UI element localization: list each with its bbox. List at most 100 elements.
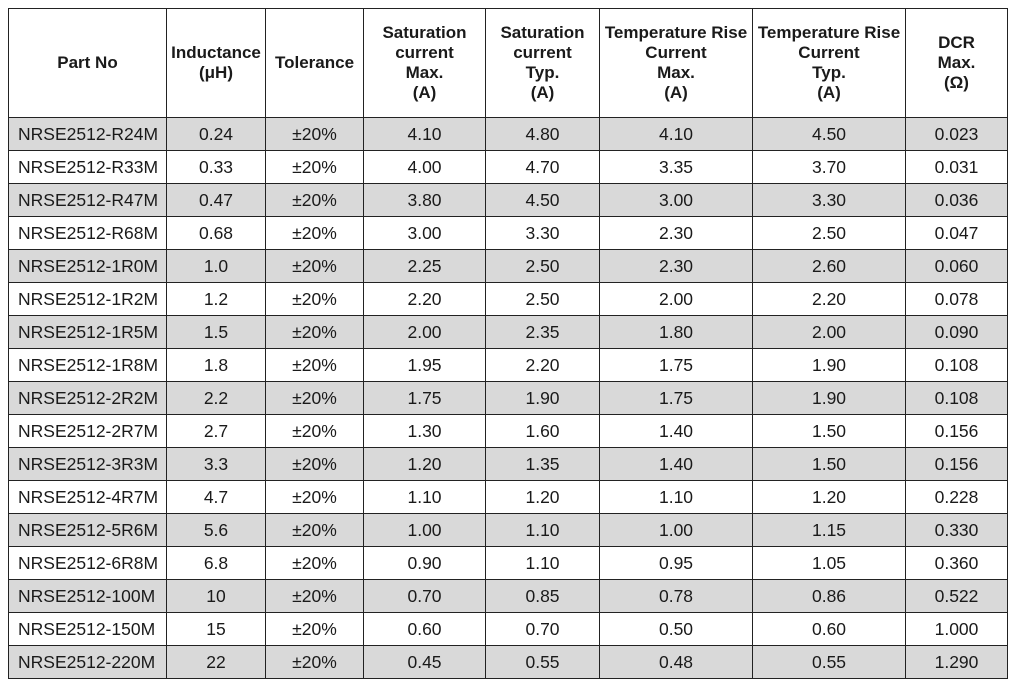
table-row: NRSE2512-R24M 0.24 ±20% 4.10 4.80 4.10 4.50 0.0… [8,117,1008,151]
header-line: (μH) [199,63,233,82]
table-row: NRSE2512-R68M 0.68 ±20% 3.00 3.30 2.30 2.50 0.0… [8,216,1008,250]
part-number-cell: NRSE2512-1R0M [8,249,167,283]
saturation-current-max-cell: 0.70 [363,579,486,613]
temperature-rise-current-max-cell: 0.48 [599,645,753,679]
tolerance-cell: ±20% [265,315,364,349]
part-number-cell: NRSE2512-1R8M [8,348,167,382]
tolerance-cell: ±20% [265,348,364,382]
inductance-cell: 0.24 [166,117,266,151]
table-row: NRSE2512-5R6M 5.6 ±20% 1.00 1.10 1.00 1.15 0.33… [8,513,1008,547]
table-row: NRSE2512-1R2M 1.2 ±20% 2.20 2.50 2.00 2.20 0.07… [8,282,1008,316]
saturation-current-max-cell: 1.30 [363,414,486,448]
inductance-cell: 1.0 [166,249,266,283]
part-no-header: Part No [8,8,167,118]
saturation-current-typ-header: Saturation current Typ. (A) [485,8,600,118]
temperature-rise-current-max-cell: 0.95 [599,546,753,580]
table-row: NRSE2512-4R7M 4.7 ±20% 1.10 1.20 1.10 1.20 0.22… [8,480,1008,514]
part-number-cell: NRSE2512-2R2M [8,381,167,415]
saturation-current-typ-cell: 1.10 [485,546,600,580]
dcr-max-cell: 0.330 [905,513,1008,547]
temperature-rise-current-max-cell: 2.00 [599,282,753,316]
saturation-current-typ-cell: 2.50 [485,282,600,316]
part-number-cell: NRSE2512-1R5M [8,315,167,349]
dcr-max-cell: 1.290 [905,645,1008,679]
temperature-rise-current-typ-cell: 1.20 [752,480,906,514]
header-line: (A) [664,83,688,102]
table-header: Part No Inductance (μH) Tolerance Saturation… [8,8,1008,118]
saturation-current-typ-cell: 4.80 [485,117,600,151]
temperature-rise-current-max-cell: 4.10 [599,117,753,151]
header-line: (A) [412,83,437,102]
part-number-cell: NRSE2512-R47M [8,183,167,217]
inductance-cell: 15 [166,612,266,646]
saturation-current-max-cell: 1.10 [363,480,486,514]
table-row: NRSE2512-1R5M 1.5 ±20% 2.00 2.35 1.80 2.00 0.09… [8,315,1008,349]
temperature-rise-current-max-cell: 1.80 [599,315,753,349]
table-row: NRSE2512-R47M 0.47 ±20% 3.80 4.50 3.00 3.30 0.0… [8,183,1008,217]
temperature-rise-current-typ-cell: 2.20 [752,282,906,316]
header-line: (A) [817,83,841,102]
temperature-rise-current-typ-cell: 0.60 [752,612,906,646]
tolerance-cell: ±20% [265,282,364,316]
saturation-current-max-cell: 3.00 [363,216,486,250]
tolerance-cell: ±20% [265,249,364,283]
saturation-current-max-cell: 4.10 [363,117,486,151]
inductance-cell: 1.8 [166,348,266,382]
tolerance-cell: ±20% [265,183,364,217]
saturation-current-typ-cell: 1.35 [485,447,600,481]
saturation-current-max-cell: 0.45 [363,645,486,679]
dcr-max-cell: 1.000 [905,612,1008,646]
part-number-cell: NRSE2512-3R3M [8,447,167,481]
inductance-cell: 22 [166,645,266,679]
part-number-cell: NRSE2512-R68M [8,216,167,250]
inductance-cell: 6.8 [166,546,266,580]
saturation-current-max-cell: 0.90 [363,546,486,580]
inductance-cell: 0.68 [166,216,266,250]
part-number-cell: NRSE2512-R33M [8,150,167,184]
header-line: current [513,43,572,62]
dcr-max-cell: 0.036 [905,183,1008,217]
table-row: NRSE2512-100M 10 ±20% 0.70 0.85 0.78 0.86 0.522 [8,579,1008,613]
part-number-cell: NRSE2512-6R8M [8,546,167,580]
dcr-max-cell: 0.228 [905,480,1008,514]
temperature-rise-current-typ-cell: 3.70 [752,150,906,184]
inductance-cell: 0.33 [166,150,266,184]
header-line: current [395,43,454,62]
temperature-rise-current-typ-cell: 1.90 [752,381,906,415]
dcr-max-cell: 0.522 [905,579,1008,613]
saturation-current-max-cell: 1.95 [363,348,486,382]
temperature-rise-current-max-header: Temperature Rise Current Max. (A) [599,8,753,118]
dcr-max-cell: 0.360 [905,546,1008,580]
part-number-cell: NRSE2512-100M [8,579,167,613]
tolerance-cell: ±20% [265,579,364,613]
saturation-current-typ-cell: 2.35 [485,315,600,349]
table-body: NRSE2512-R24M 0.24 ±20% 4.10 4.80 4.10 4.50 0.0… [8,117,1008,679]
table-row: NRSE2512-1R8M 1.8 ±20% 1.95 2.20 1.75 1.90 0.10… [8,348,1008,382]
saturation-current-typ-cell: 1.10 [485,513,600,547]
header-line: (Ω) [944,73,969,92]
part-number-cell: NRSE2512-220M [8,645,167,679]
header-line: Typ. [525,63,560,82]
saturation-current-typ-cell: 0.55 [485,645,600,679]
dcr-max-cell: 0.031 [905,150,1008,184]
table-row: NRSE2512-R33M 0.33 ±20% 4.00 4.70 3.35 3.70 0.0… [8,150,1008,184]
tolerance-cell: ±20% [265,513,364,547]
part-number-cell: NRSE2512-1R2M [8,282,167,316]
temperature-rise-current-max-cell: 2.30 [599,249,753,283]
dcr-max-cell: 0.108 [905,381,1008,415]
tolerance-cell: ±20% [265,546,364,580]
header-line: Max. [657,63,695,82]
dcr-max-cell: 0.023 [905,117,1008,151]
inductor-spec-table: Part No Inductance (μH) Tolerance Saturation… [8,8,1008,679]
temperature-rise-current-typ-header: Temperature Rise Current Typ. (A) [752,8,906,118]
inductance-cell: 1.5 [166,315,266,349]
inductance-cell: 2.2 [166,381,266,415]
saturation-current-max-cell: 2.00 [363,315,486,349]
temperature-rise-current-max-cell: 3.00 [599,183,753,217]
saturation-current-typ-cell: 0.70 [485,612,600,646]
table-row: NRSE2512-2R7M 2.7 ±20% 1.30 1.60 1.40 1.50 0.15… [8,414,1008,448]
header-line: Max. [405,63,444,82]
header-line: Saturation [382,23,467,42]
saturation-current-max-cell: 4.00 [363,150,486,184]
header-line: Part No [57,53,118,72]
